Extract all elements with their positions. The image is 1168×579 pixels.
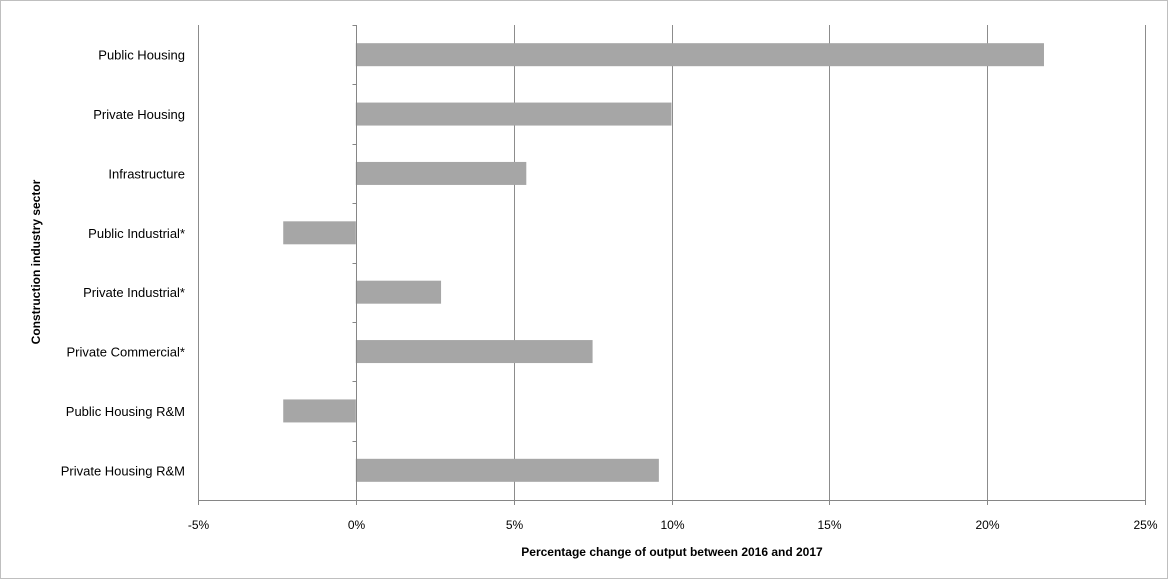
category-label: Private Industrial* (83, 285, 185, 300)
bar (283, 399, 356, 423)
x-tick-labels: -5% 0% 5% 10% 15% 20% 25% (188, 518, 1158, 532)
x-tick-label: 5% (506, 518, 524, 532)
x-axis-title: Percentage change of output between 2016… (521, 545, 823, 559)
category-label: Infrastructure (108, 166, 185, 181)
x-tick-label: 25% (1133, 518, 1157, 532)
x-tick-label: 20% (975, 518, 999, 532)
bars (283, 43, 1044, 482)
bar (355, 43, 1044, 67)
bar (355, 458, 659, 482)
bar (355, 161, 527, 185)
category-label: Public Industrial* (88, 226, 185, 241)
x-tick-label: -5% (188, 518, 210, 532)
category-label: Private Commercial* (67, 345, 185, 360)
category-label: Public Housing R&M (66, 404, 185, 419)
bar (355, 340, 593, 364)
bar (355, 102, 672, 126)
gridlines (198, 25, 1146, 500)
axes (198, 25, 1146, 505)
category-label: Public Housing (98, 48, 185, 63)
x-tick-label: 10% (660, 518, 684, 532)
x-tick-label: 15% (817, 518, 841, 532)
category-label: Private Housing (93, 107, 185, 122)
category-label: Private Housing R&M (61, 463, 185, 478)
bar (283, 221, 356, 245)
bar (355, 280, 442, 304)
x-tick-label: 0% (348, 518, 366, 532)
category-labels: Public Housing Private Housing Infrastruct… (61, 48, 185, 479)
y-axis-title: Construction industry sector (29, 179, 43, 344)
